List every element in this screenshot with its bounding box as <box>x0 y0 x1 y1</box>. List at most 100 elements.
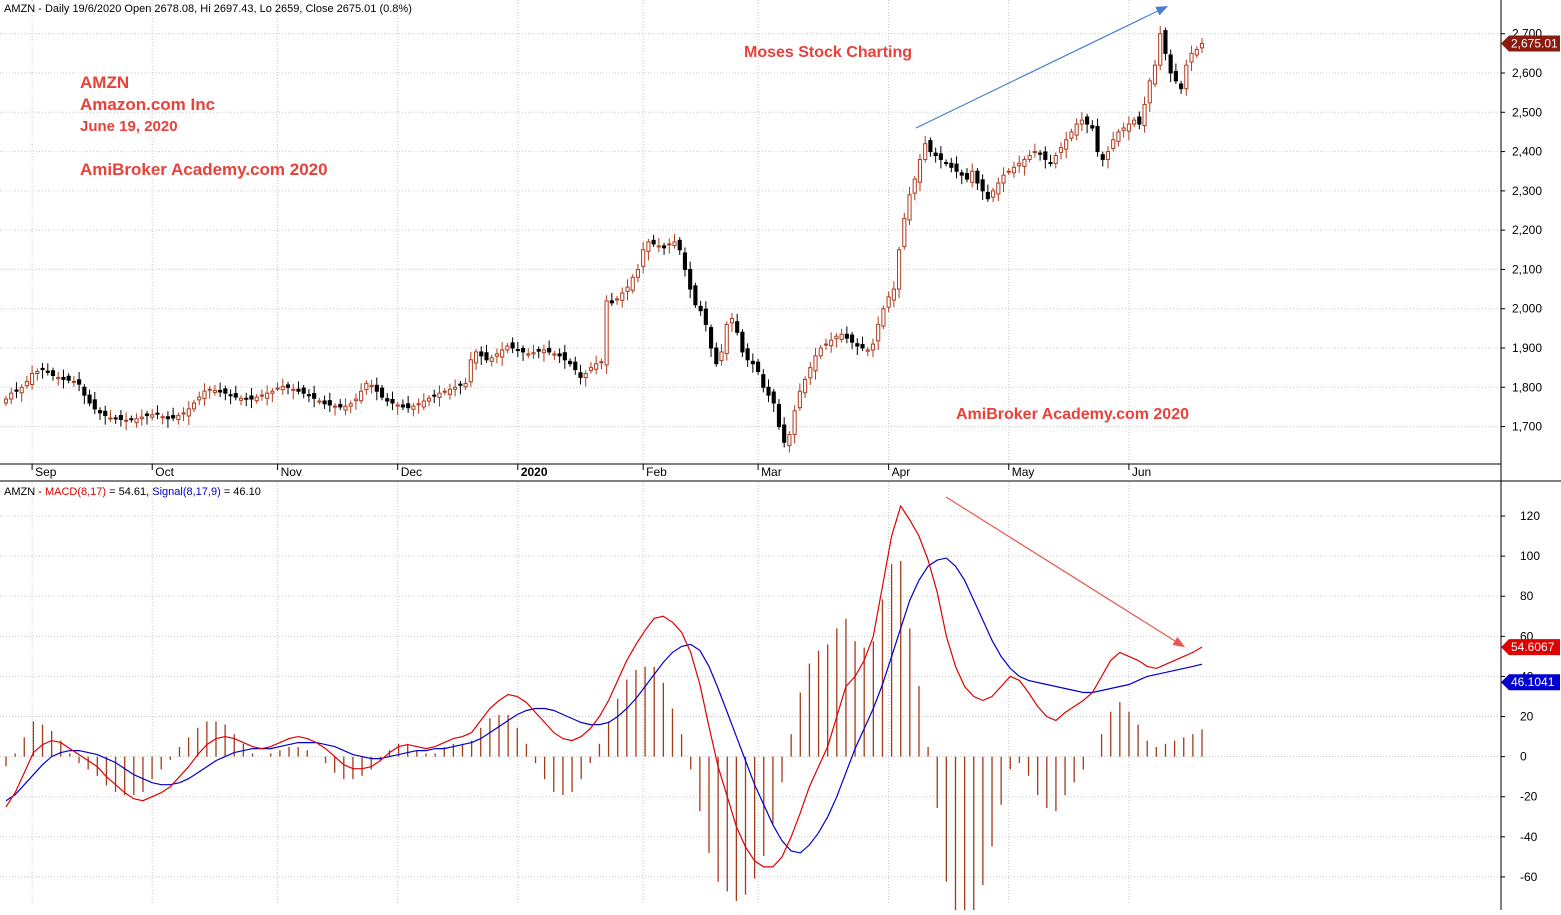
candle <box>322 395 327 409</box>
site-top-annotation: Moses Stock Charting <box>744 44 912 61</box>
candle <box>1173 63 1178 84</box>
candle <box>1053 152 1058 169</box>
candle <box>844 326 849 344</box>
candle <box>917 153 923 192</box>
candle <box>547 340 552 356</box>
candle <box>792 405 797 444</box>
candle <box>353 393 358 410</box>
candle <box>275 382 280 392</box>
candle <box>484 344 489 363</box>
candle <box>144 410 150 425</box>
ticker-annotation: AMZN <box>80 73 129 92</box>
candle <box>505 342 510 354</box>
candle <box>494 348 500 364</box>
candle <box>249 388 254 409</box>
macd-tick-label: -40 <box>1520 830 1538 844</box>
candle <box>944 159 949 167</box>
candle <box>735 313 740 336</box>
candle <box>902 212 907 250</box>
candle <box>301 384 306 399</box>
candle <box>933 147 938 163</box>
candle <box>823 338 829 350</box>
macd-legend-value: = 54.61, <box>106 486 152 498</box>
candle <box>92 392 97 414</box>
candle <box>1111 131 1116 152</box>
x-tick-label: May <box>1012 465 1035 479</box>
candle <box>1194 46 1199 59</box>
macd-legend-label: MACD(8,17) <box>45 486 106 498</box>
candle <box>1017 155 1022 173</box>
candle <box>1189 45 1194 72</box>
candle <box>317 397 322 405</box>
x-tick-label: Jun <box>1132 465 1151 479</box>
candle <box>207 386 212 399</box>
candle <box>672 234 677 249</box>
candle <box>573 356 578 375</box>
candle <box>1105 146 1111 169</box>
candle <box>557 348 562 363</box>
candle <box>588 362 594 374</box>
candle <box>1121 122 1126 138</box>
candle <box>1132 117 1137 128</box>
candle <box>1163 27 1168 61</box>
candle <box>458 381 463 395</box>
candle <box>233 385 238 401</box>
candle <box>1168 49 1173 83</box>
candle <box>708 324 714 358</box>
candle <box>306 389 311 403</box>
candle <box>165 411 170 428</box>
candle <box>907 186 912 226</box>
candle <box>996 177 1001 202</box>
price-tick-label: 2,500 <box>1512 105 1542 119</box>
candle <box>66 373 71 384</box>
macd-header: AMZN - MACD(8,17) = 54.61, Signal(8,17,9… <box>4 486 261 498</box>
candle <box>437 385 442 407</box>
candle <box>1032 143 1037 158</box>
candle <box>30 365 35 390</box>
candle <box>218 382 223 398</box>
candle <box>813 348 818 380</box>
candle <box>1137 111 1142 130</box>
macd-tick-label: -20 <box>1520 790 1538 804</box>
candle <box>975 168 980 191</box>
candle <box>635 263 641 283</box>
candle <box>87 389 92 407</box>
x-tick-label: Oct <box>155 465 174 479</box>
candle <box>761 369 766 393</box>
candle <box>3 395 9 407</box>
candle <box>124 412 129 431</box>
candle <box>656 238 661 253</box>
candle <box>1011 161 1017 178</box>
candle <box>1043 146 1048 169</box>
candle <box>1147 77 1152 112</box>
candle <box>808 362 813 385</box>
date-annotation: June 19, 2020 <box>80 118 178 135</box>
candle <box>1064 131 1069 159</box>
candle <box>797 383 802 411</box>
candle <box>181 407 186 422</box>
candle <box>238 395 244 406</box>
candle <box>562 344 567 369</box>
candle <box>338 399 343 411</box>
candle <box>724 321 729 361</box>
candle <box>970 163 975 188</box>
candle <box>1116 128 1121 147</box>
site-bottom-annotation: AmiBroker Academy.com 2020 <box>956 406 1189 423</box>
candle <box>1179 80 1184 94</box>
candle <box>756 359 761 375</box>
candle <box>348 400 353 414</box>
candle <box>108 410 113 422</box>
candle <box>891 281 896 308</box>
candle <box>839 328 844 343</box>
x-tick-label: Dec <box>401 465 422 479</box>
candle <box>385 393 390 407</box>
candle <box>244 392 249 407</box>
candle <box>897 246 902 299</box>
price-tick-label: 2,000 <box>1512 302 1542 316</box>
macd-value-tag: 54.6067 <box>1501 639 1560 656</box>
candle <box>40 362 45 379</box>
candle <box>359 383 364 404</box>
candle <box>500 342 505 367</box>
candle <box>1100 151 1105 167</box>
candle <box>829 332 834 353</box>
